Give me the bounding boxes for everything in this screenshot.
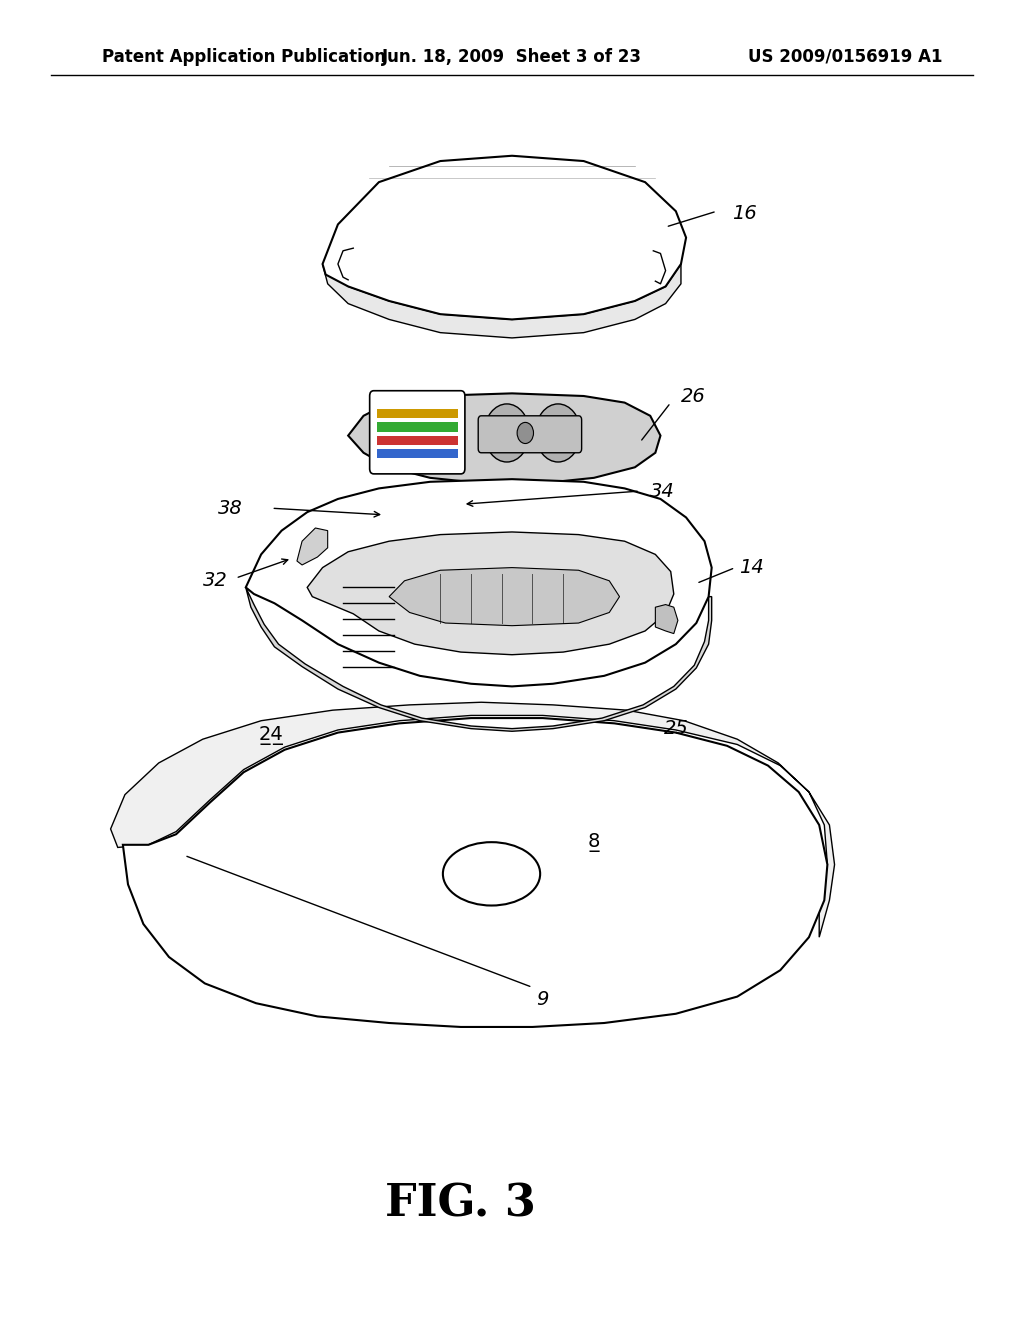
- Text: 2̲4̲: 2̲4̲: [259, 726, 284, 744]
- Polygon shape: [389, 568, 620, 626]
- Text: FIG. 3: FIG. 3: [385, 1183, 537, 1225]
- Polygon shape: [323, 156, 686, 319]
- Circle shape: [536, 404, 581, 462]
- Polygon shape: [348, 393, 660, 483]
- Text: 34: 34: [650, 482, 675, 500]
- Circle shape: [517, 422, 534, 444]
- Polygon shape: [323, 264, 681, 338]
- Circle shape: [484, 404, 529, 462]
- FancyBboxPatch shape: [478, 416, 582, 453]
- Text: 16: 16: [732, 205, 757, 223]
- Text: 32: 32: [203, 572, 227, 590]
- Polygon shape: [307, 532, 674, 655]
- Text: 38: 38: [218, 499, 243, 517]
- Bar: [377, 409, 458, 418]
- Polygon shape: [123, 718, 827, 1027]
- Text: US 2009/0156919 A1: US 2009/0156919 A1: [748, 48, 942, 66]
- FancyBboxPatch shape: [370, 391, 465, 474]
- Text: 9: 9: [537, 990, 549, 1008]
- Text: Patent Application Publication: Patent Application Publication: [102, 48, 386, 66]
- Ellipse shape: [442, 842, 541, 906]
- Polygon shape: [297, 528, 328, 565]
- Text: Jun. 18, 2009  Sheet 3 of 23: Jun. 18, 2009 Sheet 3 of 23: [382, 48, 642, 66]
- Polygon shape: [111, 702, 835, 937]
- Bar: [377, 436, 458, 445]
- Text: 25: 25: [664, 719, 688, 738]
- Bar: [377, 449, 458, 458]
- Polygon shape: [246, 479, 712, 686]
- Polygon shape: [246, 587, 712, 731]
- Bar: [377, 422, 458, 432]
- Text: 8̲: 8̲: [588, 833, 600, 851]
- Text: 26: 26: [681, 387, 706, 405]
- Text: 14: 14: [739, 558, 764, 577]
- Polygon shape: [655, 605, 678, 634]
